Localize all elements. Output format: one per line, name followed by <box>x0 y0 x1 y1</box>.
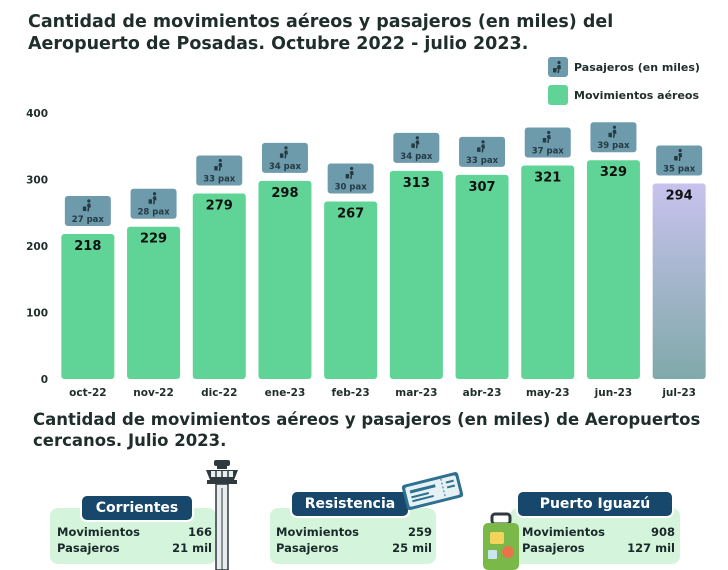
legend-swatch-movimientos <box>548 85 568 105</box>
pax-label: 33 pax <box>466 156 499 166</box>
luggage-icon <box>148 192 157 205</box>
card-pas-label: Pasajeros <box>57 541 120 555</box>
bar-value-label: 267 <box>337 206 364 221</box>
y-tick-label: 400 <box>26 108 48 120</box>
pax-label: 28 pax <box>138 208 171 218</box>
legend: Pasajeros (en miles) Movimientos aéreos <box>548 55 700 111</box>
bar <box>455 174 509 379</box>
x-tick-label: ene-23 <box>265 387 306 399</box>
bar-value-label: 298 <box>271 186 298 201</box>
bar-value-label: 218 <box>74 239 101 254</box>
bar-value-label: 294 <box>666 188 693 203</box>
bar-value-label: 229 <box>140 232 167 247</box>
y-tick-label: 200 <box>26 241 48 253</box>
x-tick-label: may-23 <box>526 387 570 399</box>
legend-item-pasajeros: Pasajeros (en miles) <box>548 55 700 79</box>
card-mov-value: 259 <box>407 525 432 539</box>
bar <box>324 201 378 379</box>
bar <box>192 193 246 379</box>
x-tick-label: nov-22 <box>133 387 174 399</box>
bar-value-label: 329 <box>600 165 627 180</box>
pax-label: 34 pax <box>269 162 302 172</box>
y-tick-label: 300 <box>26 175 48 187</box>
card-pas-label: Pasajeros <box>276 541 339 555</box>
bar <box>652 183 706 379</box>
card-mov-label: Movimientos <box>276 525 359 539</box>
luggage-icon <box>279 146 288 159</box>
card-pas-label: Pasajeros <box>522 541 585 555</box>
x-tick-label: jul-23 <box>661 387 696 399</box>
luggage-icon <box>608 125 617 138</box>
luggage-icon <box>82 199 91 212</box>
card-corrientes: Corrientes Movimientos 166 Pasajeros 21 … <box>50 490 220 565</box>
bar <box>258 180 312 379</box>
x-tick-label: jun-23 <box>594 387 633 399</box>
card-mov-label: Movimientos <box>522 525 605 539</box>
bar-value-label: 307 <box>468 180 495 195</box>
bar <box>586 160 640 379</box>
bar <box>521 165 575 379</box>
pax-label: 30 pax <box>335 182 368 192</box>
chart-title: Cantidad de movimientos aéreos y pasajer… <box>28 12 614 54</box>
pax-label: 33 pax <box>203 174 236 184</box>
luggage-icon <box>548 57 568 77</box>
card-puerto-iguazu: Puerto Iguazú Movimientos 908 Pasajeros … <box>510 490 680 565</box>
control-tower-icon <box>206 460 238 570</box>
luggage-icon <box>345 166 354 179</box>
luggage-icon <box>542 130 551 144</box>
x-tick-label: dic-22 <box>201 387 237 399</box>
card-city-name: Corrientes <box>80 494 194 522</box>
pax-label: 39 pax <box>597 141 630 151</box>
bar <box>61 234 115 379</box>
x-tick-label: abr-23 <box>463 387 502 399</box>
y-tick-label: 100 <box>26 308 48 320</box>
luggage-icon <box>477 140 486 153</box>
bar-chart: 0 100 200 300 400 218 27 pax 229 28 pax 279 33 pa… <box>26 108 706 399</box>
subtitle: Cantidad de movimientos aéreos y pasajer… <box>33 410 701 450</box>
card-mov-value: 166 <box>187 525 212 539</box>
legend-label-pasajeros: Pasajeros (en miles) <box>574 60 700 74</box>
card-pas-value: 127 mil <box>627 541 675 555</box>
luggage-icon <box>674 148 683 161</box>
card-mov-value: 908 <box>650 525 675 539</box>
bar-value-label: 321 <box>534 171 561 186</box>
bar <box>127 226 181 379</box>
luggage-icon <box>411 136 420 149</box>
luggage-icon <box>214 158 223 171</box>
bar-value-label: 279 <box>206 198 233 213</box>
card-resistencia: Resistencia Movimientos 259 Pasajeros 25… <box>270 490 440 565</box>
ticket-icon <box>401 472 464 511</box>
pax-label: 35 pax <box>663 164 696 174</box>
card-city-name: Resistencia <box>290 490 410 518</box>
card-mov-label: Movimientos <box>57 525 140 539</box>
bar-value-label: 313 <box>403 176 430 191</box>
pax-label: 27 pax <box>72 215 105 225</box>
x-tick-label: mar-23 <box>395 387 437 399</box>
y-tick-label: 0 <box>41 374 48 386</box>
card-pas-value: 21 mil <box>172 541 212 555</box>
legend-label-movimientos: Movimientos aéreos <box>574 88 700 102</box>
card-pas-value: 25 mil <box>392 541 432 555</box>
x-tick-label: oct-22 <box>69 387 106 399</box>
x-tick-label: feb-23 <box>332 387 370 399</box>
card-city-name: Puerto Iguazú <box>516 490 674 518</box>
pax-label: 37 pax <box>532 147 565 157</box>
suitcase-icon <box>483 512 519 570</box>
bar <box>389 170 443 379</box>
pax-label: 34 pax <box>400 152 433 162</box>
legend-item-movimientos: Movimientos aéreos <box>548 83 700 107</box>
